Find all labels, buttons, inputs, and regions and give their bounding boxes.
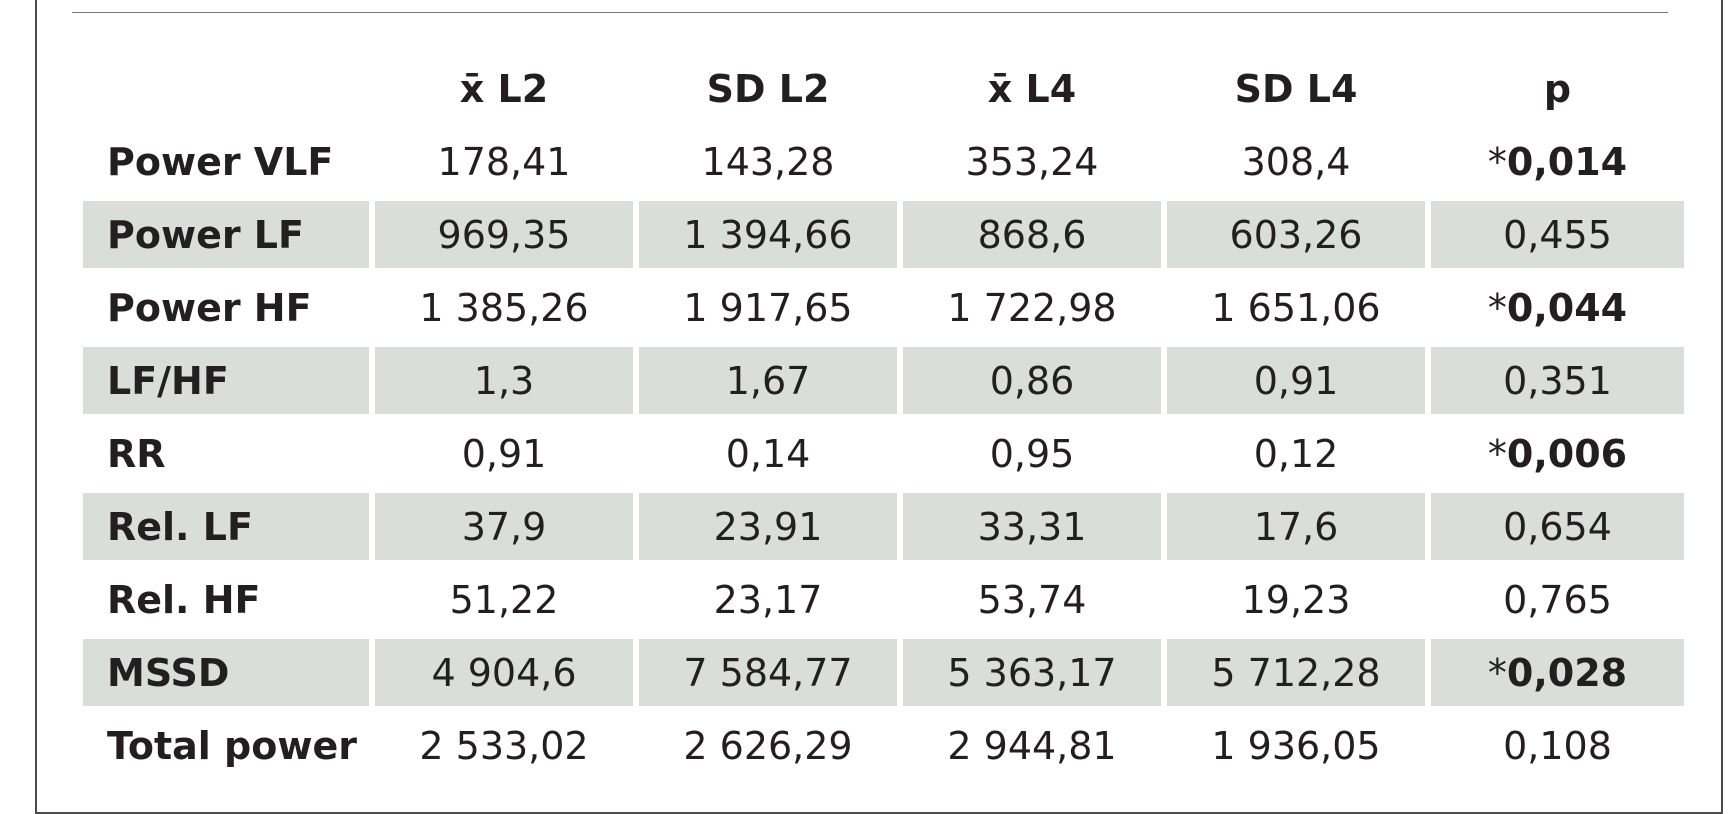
cell-sd-l4: 1 936,05 — [1211, 723, 1381, 768]
header-cell-sd-l4: SD L4 — [1234, 66, 1358, 111]
cell-mean-l4: 1 722,98 — [947, 285, 1117, 330]
cell-mean-l2: 1 385,26 — [419, 285, 589, 330]
cell-sd-l2: 1 917,65 — [683, 285, 853, 330]
cell-mean-l4: 33,31 — [903, 493, 1161, 560]
header-row: x̄ L2 SD L2 x̄ L4 SD L4 p — [83, 55, 1684, 122]
p-value: 0,028 — [1506, 650, 1628, 695]
cell-sd-l4: 0,12 — [1253, 431, 1339, 476]
cell-sd-l2: 1,67 — [639, 347, 897, 414]
table-row: Rel. HF 51,22 23,17 53,74 19,23 0,765 — [83, 566, 1684, 633]
cell-mean-l2: 51,22 — [449, 577, 559, 622]
p-value: 0,455 — [1503, 212, 1612, 257]
header-cell-empty — [83, 55, 369, 122]
cell-sd-l4: 19,23 — [1241, 577, 1351, 622]
p-value: 0,108 — [1503, 723, 1612, 768]
header-cell-sd-l2: SD L2 — [706, 66, 830, 111]
row-label: Rel. LF — [83, 493, 369, 560]
cell-sd-l4: 5 712,28 — [1167, 639, 1425, 706]
table-body: Power VLF 178,41 143,28 353,24 308,4 *0,014 Po… — [83, 128, 1684, 779]
p-value: 0,044 — [1506, 285, 1628, 330]
row-label: Rel. HF — [107, 577, 261, 622]
row-label: RR — [107, 431, 166, 476]
header-cell-p: p — [1543, 66, 1572, 111]
cell-p-value: *0,028 — [1431, 639, 1684, 706]
cell-sd-l4: 308,4 — [1241, 139, 1351, 184]
cell-p-value: *0,044 — [1431, 274, 1684, 341]
table-row: Power HF 1 385,26 1 917,65 1 722,98 1 651,06… — [83, 274, 1684, 341]
row-label: LF/HF — [83, 347, 369, 414]
row-label: Power HF — [107, 285, 312, 330]
cell-sd-l4: 603,26 — [1167, 201, 1425, 268]
cell-mean-l4: 0,95 — [989, 431, 1075, 476]
cell-sd-l2: 23,91 — [639, 493, 897, 560]
table-row: Rel. LF 37,9 23,91 33,31 17,6 0,654 — [83, 493, 1684, 560]
row-label: MSSD — [83, 639, 369, 706]
cell-sd-l2: 2 626,29 — [683, 723, 853, 768]
cell-sd-l4: 17,6 — [1167, 493, 1425, 560]
cell-sd-l2: 7 584,77 — [639, 639, 897, 706]
cell-p-value: 0,108 — [1431, 712, 1684, 779]
cell-sd-l2: 1 394,66 — [639, 201, 897, 268]
top-rule — [72, 12, 1668, 13]
cell-mean-l4: 5 363,17 — [903, 639, 1161, 706]
table-row: MSSD 4 904,6 7 584,77 5 363,17 5 712,28 *0,02… — [83, 639, 1684, 706]
cell-mean-l2: 969,35 — [375, 201, 633, 268]
cell-sd-l2: 0,14 — [725, 431, 811, 476]
table-row: Total power 2 533,02 2 626,29 2 944,81 1 936… — [83, 712, 1684, 779]
p-value: 0,006 — [1506, 431, 1628, 476]
cell-mean-l2: 4 904,6 — [375, 639, 633, 706]
p-value: 0,351 — [1503, 358, 1612, 403]
header-cell-mean-l2: x̄ L2 — [459, 66, 549, 111]
cell-mean-l4: 0,86 — [903, 347, 1161, 414]
cell-mean-l2: 178,41 — [437, 139, 571, 184]
hrv-comparison-table: x̄ L2 SD L2 x̄ L4 SD L4 p Power VLF 178,4… — [77, 49, 1690, 785]
significance-marker: * — [1487, 650, 1507, 695]
significance-marker: * — [1487, 431, 1507, 476]
table-row: Power LF 969,35 1 394,66 868,6 603,26 0,455 — [83, 201, 1684, 268]
cell-mean-l4: 868,6 — [903, 201, 1161, 268]
table-row: RR 0,91 0,14 0,95 0,12 *0,006 — [83, 420, 1684, 487]
table-row: LF/HF 1,3 1,67 0,86 0,91 0,351 — [83, 347, 1684, 414]
cell-sd-l2: 23,17 — [713, 577, 823, 622]
header-cell-mean-l4: x̄ L4 — [987, 66, 1077, 111]
row-label: Power VLF — [107, 139, 334, 184]
cell-mean-l4: 353,24 — [965, 139, 1099, 184]
p-value: 0,654 — [1503, 504, 1612, 549]
p-value: 0,765 — [1503, 577, 1612, 622]
significance-marker: * — [1487, 285, 1507, 330]
cell-p-value: *0,006 — [1431, 420, 1684, 487]
cell-p-value: 0,351 — [1431, 347, 1684, 414]
p-value: 0,014 — [1506, 139, 1628, 184]
cell-sd-l2: 143,28 — [701, 139, 835, 184]
table-header: x̄ L2 SD L2 x̄ L4 SD L4 p — [83, 55, 1684, 122]
cell-mean-l2: 1,3 — [375, 347, 633, 414]
cell-p-value: *0,014 — [1431, 128, 1684, 195]
cell-sd-l4: 1 651,06 — [1211, 285, 1381, 330]
cell-mean-l4: 2 944,81 — [947, 723, 1117, 768]
cell-mean-l2: 0,91 — [461, 431, 547, 476]
cell-p-value: 0,654 — [1431, 493, 1684, 560]
cell-mean-l2: 37,9 — [375, 493, 633, 560]
cell-mean-l4: 53,74 — [977, 577, 1087, 622]
row-label: Total power — [107, 723, 357, 768]
cell-sd-l4: 0,91 — [1167, 347, 1425, 414]
cell-p-value: 0,455 — [1431, 201, 1684, 268]
cell-mean-l2: 2 533,02 — [419, 723, 589, 768]
row-label: Power LF — [83, 201, 369, 268]
significance-marker: * — [1487, 139, 1507, 184]
cell-p-value: 0,765 — [1431, 566, 1684, 633]
table-row: Power VLF 178,41 143,28 353,24 308,4 *0,014 — [83, 128, 1684, 195]
